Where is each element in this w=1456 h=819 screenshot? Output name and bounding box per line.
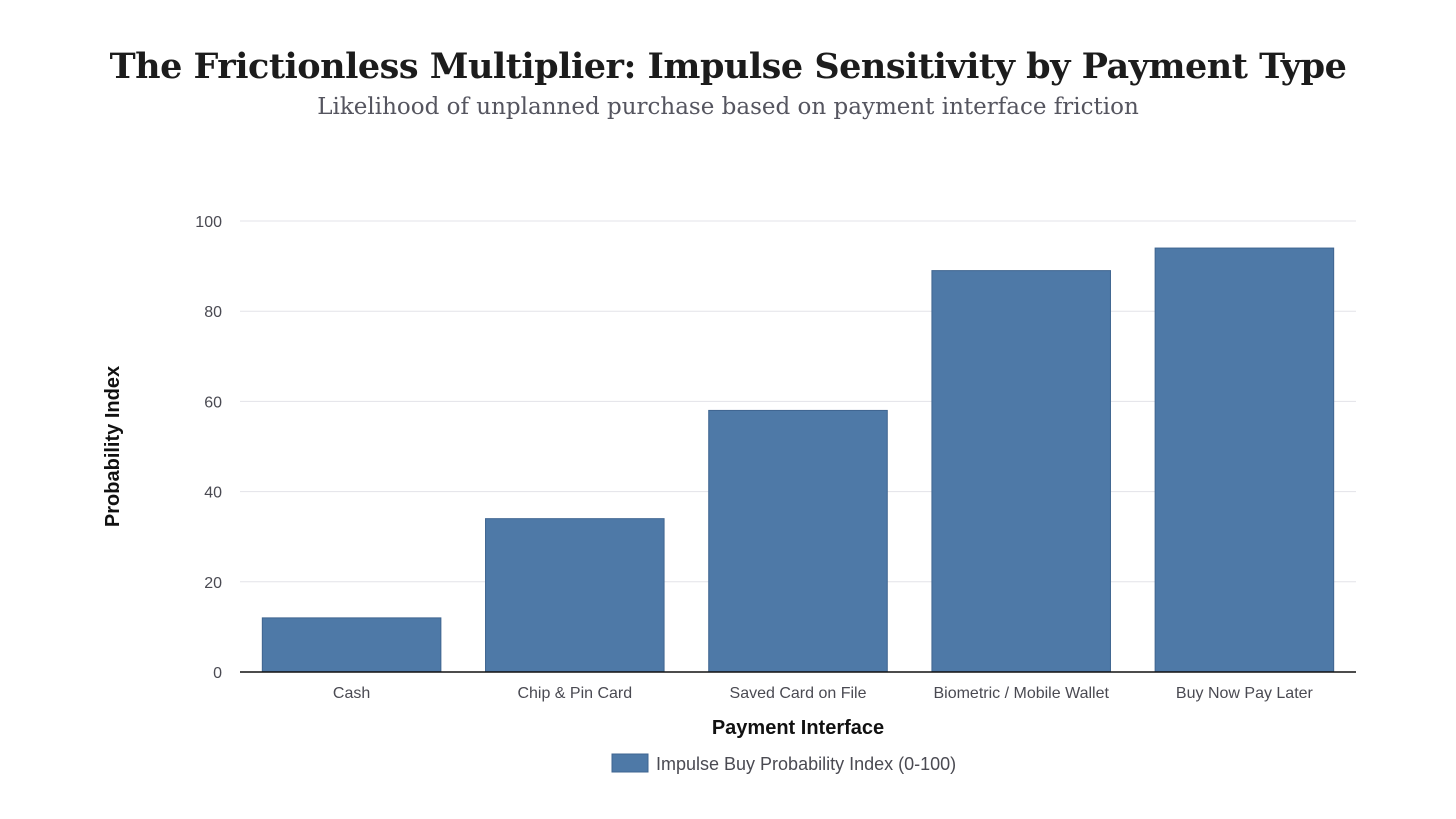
x-axis-title: Payment Interface xyxy=(712,717,884,739)
x-tick-label: Biometric / Mobile Wallet xyxy=(933,685,1109,702)
y-axis-ticks: 0 20 40 60 80 100 xyxy=(195,214,222,682)
bars xyxy=(261,247,1335,673)
bar xyxy=(261,617,442,673)
bar xyxy=(485,518,665,673)
chart-subtitle: Likelihood of unplanned purchase based o… xyxy=(317,94,1139,120)
x-tick-label: Cash xyxy=(333,685,370,702)
legend-swatch xyxy=(611,753,649,773)
legend: Impulse Buy Probability Index (0-100) xyxy=(611,753,956,774)
legend-label: Impulse Buy Probability Index (0-100) xyxy=(656,754,956,774)
bar xyxy=(708,409,888,673)
y-axis-title: Probability Index xyxy=(102,366,124,527)
bar xyxy=(931,270,1111,673)
y-tick-label: 80 xyxy=(204,304,222,321)
y-tick-label: 20 xyxy=(204,575,222,592)
x-tick-label: Chip & Pin Card xyxy=(517,685,632,702)
x-tick-label: Saved Card on File xyxy=(730,685,867,702)
y-tick-label: 0 xyxy=(213,665,222,682)
bar xyxy=(1154,247,1335,673)
chart-title: The Frictionless Multiplier: Impulse Sen… xyxy=(109,46,1347,87)
x-tick-label: Buy Now Pay Later xyxy=(1176,685,1314,702)
y-tick-label: 60 xyxy=(204,394,222,411)
x-axis-ticks: Cash Chip & Pin Card Saved Card on File Bio… xyxy=(333,685,1314,702)
y-tick-label: 40 xyxy=(204,485,222,502)
y-tick-label: 100 xyxy=(195,214,222,231)
